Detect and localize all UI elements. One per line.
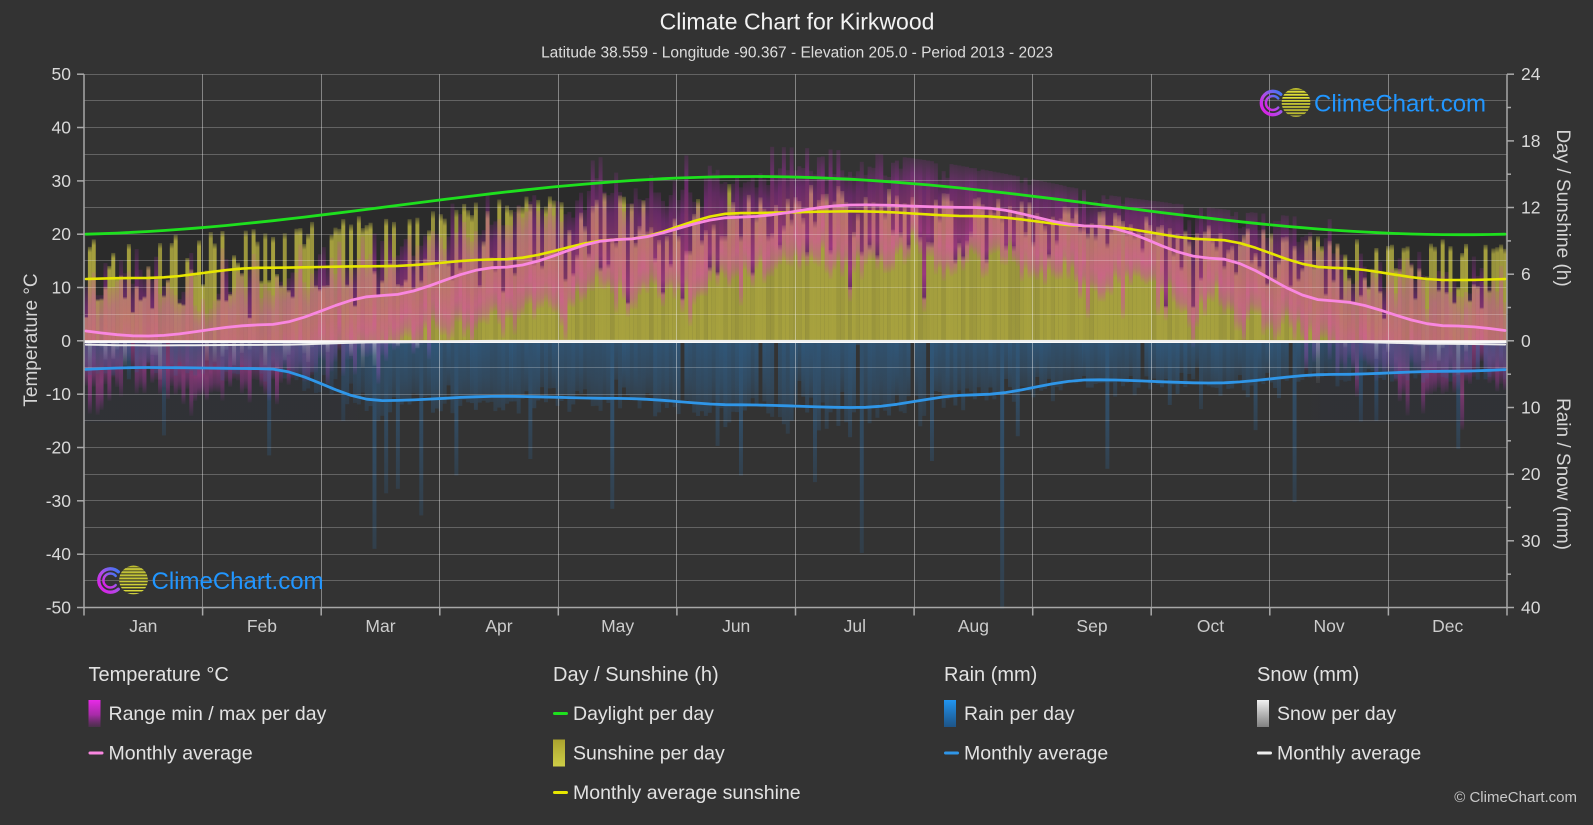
svg-text:Rain / Snow (mm): Rain / Snow (mm): [1552, 398, 1573, 550]
svg-text:30: 30: [52, 171, 72, 191]
svg-text:0: 0: [1521, 331, 1531, 351]
svg-text:Monthly average: Monthly average: [1277, 743, 1421, 765]
svg-text:Latitude 38.559 - Longitude -9: Latitude 38.559 - Longitude -90.367 - El…: [541, 45, 1053, 62]
svg-text:18: 18: [1521, 131, 1540, 151]
svg-text:-40: -40: [46, 544, 72, 564]
svg-text:Day / Sunshine (h): Day / Sunshine (h): [553, 664, 719, 686]
svg-text:Temperature °C: Temperature °C: [89, 664, 229, 686]
svg-text:Oct: Oct: [1197, 616, 1224, 636]
svg-text:20: 20: [1521, 464, 1541, 484]
svg-text:Dec: Dec: [1432, 616, 1463, 636]
svg-text:Rain per day: Rain per day: [964, 703, 1075, 725]
svg-text:Monthly average: Monthly average: [964, 743, 1108, 765]
svg-text:0: 0: [61, 331, 71, 351]
svg-text:Mar: Mar: [365, 616, 395, 636]
svg-text:40: 40: [52, 118, 72, 138]
svg-text:Jun: Jun: [722, 616, 750, 636]
svg-text:6: 6: [1521, 264, 1531, 284]
svg-text:Jul: Jul: [844, 616, 866, 636]
svg-text:-50: -50: [46, 598, 72, 618]
svg-text:-20: -20: [46, 438, 72, 458]
svg-text:May: May: [601, 616, 634, 636]
svg-text:Climate Chart for Kirkwood: Climate Chart for Kirkwood: [660, 9, 935, 35]
svg-text:© ClimeChart.com: © ClimeChart.com: [1454, 789, 1577, 806]
svg-text:-10: -10: [46, 384, 72, 404]
svg-text:10: 10: [1521, 398, 1541, 418]
svg-text:Range min / max per day: Range min / max per day: [109, 703, 327, 725]
svg-text:Temperature °C: Temperature °C: [21, 273, 42, 406]
svg-text:10: 10: [52, 278, 72, 298]
svg-text:-30: -30: [46, 491, 72, 511]
svg-text:24: 24: [1521, 64, 1541, 84]
svg-text:Feb: Feb: [247, 616, 277, 636]
svg-text:Sunshine per day: Sunshine per day: [573, 743, 725, 765]
svg-text:Sep: Sep: [1076, 616, 1107, 636]
svg-text:12: 12: [1521, 198, 1540, 218]
svg-text:Rain (mm): Rain (mm): [944, 664, 1037, 686]
svg-text:30: 30: [1521, 531, 1541, 551]
svg-text:Monthly average sunshine: Monthly average sunshine: [573, 782, 801, 804]
svg-text:Snow (mm): Snow (mm): [1257, 664, 1359, 686]
svg-text:Apr: Apr: [485, 616, 512, 636]
svg-text:Jan: Jan: [129, 616, 157, 636]
svg-text:Day / Sunshine (h): Day / Sunshine (h): [1552, 129, 1573, 286]
svg-text:Aug: Aug: [958, 616, 989, 636]
svg-text:50: 50: [52, 64, 72, 84]
svg-text:20: 20: [52, 224, 72, 244]
svg-text:Daylight per day: Daylight per day: [573, 703, 714, 725]
svg-text:40: 40: [1521, 598, 1541, 618]
svg-text:Snow per day: Snow per day: [1277, 703, 1396, 725]
svg-text:Nov: Nov: [1314, 616, 1345, 636]
svg-text:Monthly average: Monthly average: [109, 743, 253, 765]
